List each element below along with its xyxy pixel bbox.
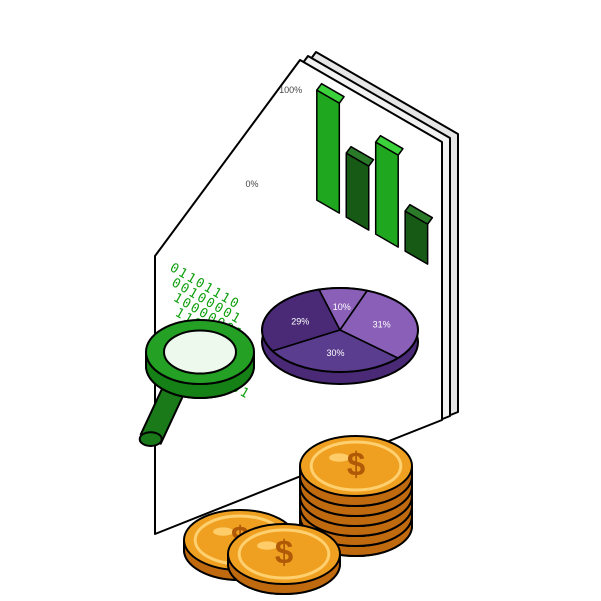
pie-label-1: 10% xyxy=(333,302,351,312)
pie-label-3: 30% xyxy=(327,348,345,358)
pie-label-0: 29% xyxy=(291,316,309,326)
pie-label-2: 31% xyxy=(373,319,391,329)
bar-axis-label-top: 100% xyxy=(279,85,302,95)
finance-infographic: 100%0%0110111000100001100000011101100110… xyxy=(140,52,458,594)
magnifier-glass xyxy=(164,330,236,373)
bar-2 xyxy=(376,142,399,247)
coin-dollar-icon: $ xyxy=(275,534,293,571)
bar-0 xyxy=(317,90,340,213)
bar-axis-label-bottom: 0% xyxy=(245,179,258,189)
coin-dollar-icon: $ xyxy=(347,446,365,483)
